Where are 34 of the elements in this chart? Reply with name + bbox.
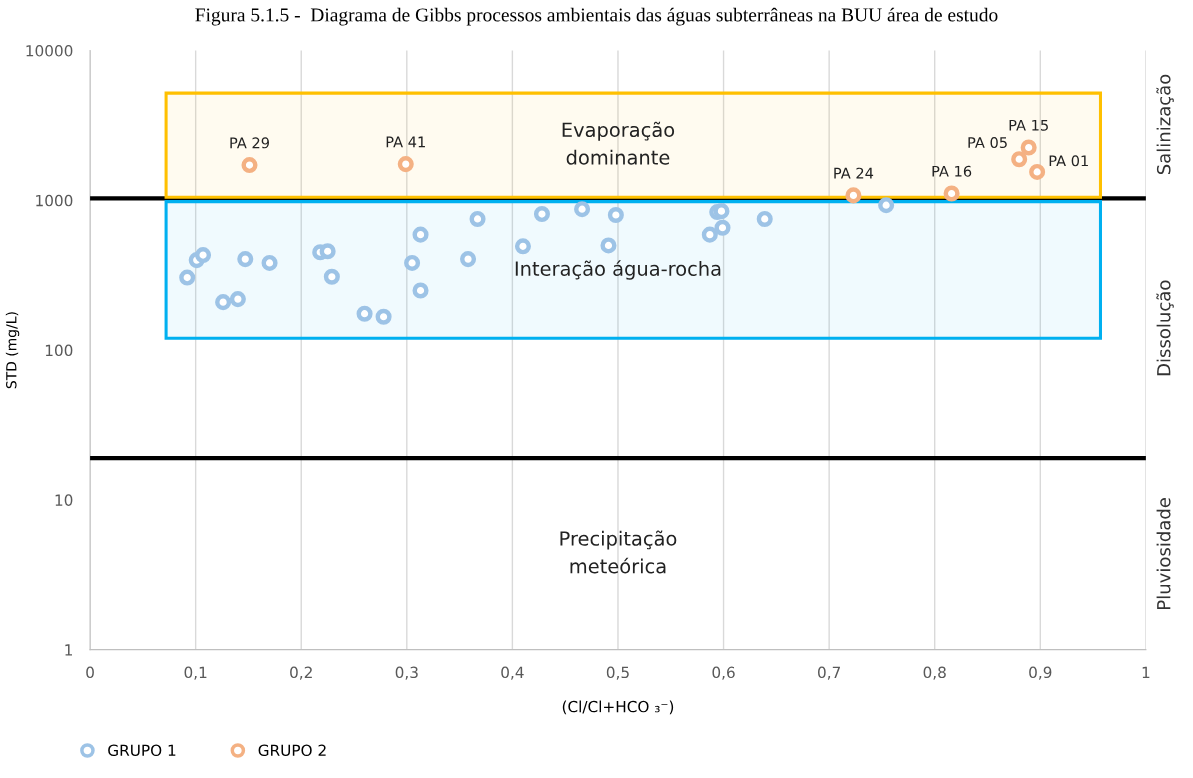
chart-title: Figura 5.1.5 - Diagrama de Gibbs processos ambientais das águas subterrâneas na BUU área de estudo — [195, 7, 998, 26]
x-tick-label: 0 — [86, 666, 94, 679]
y-tick-label: 100 — [45, 344, 73, 357]
x-tick-label: 0,2 — [290, 666, 312, 680]
annotation: PA 16 — [932, 165, 972, 177]
y-axis-title: STD (mg/L) — [5, 312, 20, 389]
annotation: PA 29 — [230, 137, 269, 149]
band-label: Interação água-rocha — [515, 260, 721, 280]
x-tick-label: 0,9 — [1029, 666, 1052, 680]
annotation: PA 15 — [1009, 119, 1048, 131]
y-tick-label: 1000 — [36, 194, 73, 207]
y-tick-label: 1 — [65, 644, 72, 656]
x-axis-title: (Cl/Cl+HCO ₃⁻) — [562, 700, 674, 715]
y-tick-label: 10 — [55, 494, 73, 506]
annotation: PA 24 — [834, 167, 874, 179]
annotation: PA 01 — [1049, 155, 1088, 167]
annotation: PA 41 — [386, 136, 425, 148]
x-tick-label: 0,3 — [395, 666, 418, 680]
y-tick-label: 10000 — [26, 45, 73, 57]
x-tick-label: 0,5 — [606, 666, 629, 680]
annotation: Precipitação meteórica — [560, 530, 677, 574]
annotation: PA 05 — [968, 137, 1007, 149]
x-tick-label: 0,4 — [501, 666, 524, 680]
legend-label: GRUPO 1 — [108, 744, 176, 757]
x-tick-label: 0,1 — [184, 666, 207, 680]
band-label: Evaporação dominante — [562, 121, 675, 165]
x-tick-label: 0,7 — [817, 666, 840, 680]
text: Pluviosidade — [1156, 498, 1171, 609]
x-tick-label: 0,6 — [712, 666, 735, 680]
text: Dissolução — [1156, 280, 1174, 376]
x-tick-label: 0,8 — [923, 666, 946, 680]
legend-label: GRUPO 2 — [258, 744, 326, 757]
text: Salinização — [1156, 74, 1174, 175]
x-tick-label: 1 — [1142, 666, 1150, 678]
